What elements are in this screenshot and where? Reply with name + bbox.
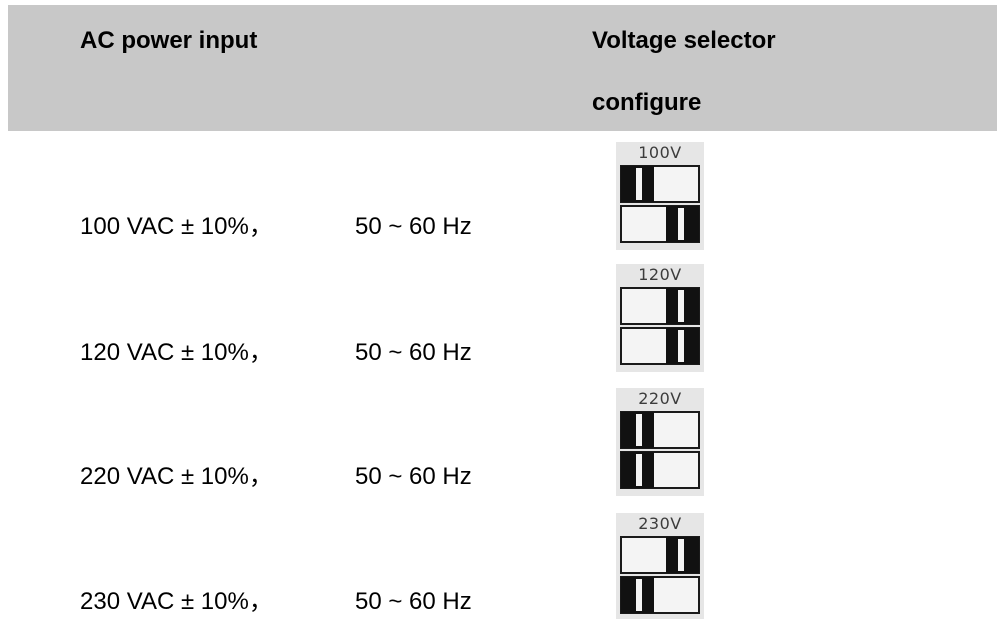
bottom-switch-actuator-slot <box>636 579 642 611</box>
bottom-switch-actuator-slot <box>636 454 642 486</box>
top-switch-actuator-slot <box>636 168 642 200</box>
selector-label: 120V <box>638 265 682 284</box>
frequency-range: 50 ~ 60 Hz <box>355 213 472 240</box>
selector-label: 100V <box>638 143 682 162</box>
frequency-range: 50 ~ 60 Hz <box>355 339 472 366</box>
selector-switch-diagram <box>620 287 700 365</box>
selector-label: 230V <box>638 514 682 533</box>
column-header-configure: configure <box>592 89 702 116</box>
table-row: 220 VAC ± 10%， 50 ~ 60 Hz <box>80 463 472 491</box>
frequency-range: 50 ~ 60 Hz <box>355 588 472 615</box>
table-header <box>8 5 997 131</box>
voltage-selector-image: 220V <box>616 388 704 496</box>
bottom-switch-actuator-slot <box>678 208 684 240</box>
voltage-range: 230 VAC ± 10%， <box>80 588 273 615</box>
frequency-range: 50 ~ 60 Hz <box>355 463 472 490</box>
top-switch-actuator-slot <box>636 414 642 446</box>
top-switch-actuator-slot <box>678 290 684 322</box>
table-row: 120 VAC ± 10%， 50 ~ 60 Hz <box>80 339 472 367</box>
selector-switch-diagram <box>620 536 700 614</box>
voltage-selector-image: 100V <box>616 142 704 250</box>
voltage-range: 120 VAC ± 10%， <box>80 339 273 366</box>
table-row: 100 VAC ± 10%， 50 ~ 60 Hz <box>80 213 472 241</box>
column-header-ac-power-input: AC power input <box>80 27 258 54</box>
voltage-selector-image: 120V <box>616 264 704 372</box>
column-header-voltage-selector: Voltage selector <box>592 27 776 54</box>
voltage-selector-image: 230V <box>616 513 704 619</box>
top-switch-actuator-slot <box>678 539 684 571</box>
bottom-switch-actuator-slot <box>678 330 684 362</box>
selector-switch-diagram <box>620 411 700 489</box>
selector-label: 220V <box>638 389 682 408</box>
selector-switch-diagram <box>620 165 700 243</box>
voltage-range: 220 VAC ± 10%， <box>80 463 273 490</box>
voltage-range: 100 VAC ± 10%， <box>80 213 273 240</box>
table-row: 230 VAC ± 10%， 50 ~ 60 Hz <box>80 588 472 616</box>
